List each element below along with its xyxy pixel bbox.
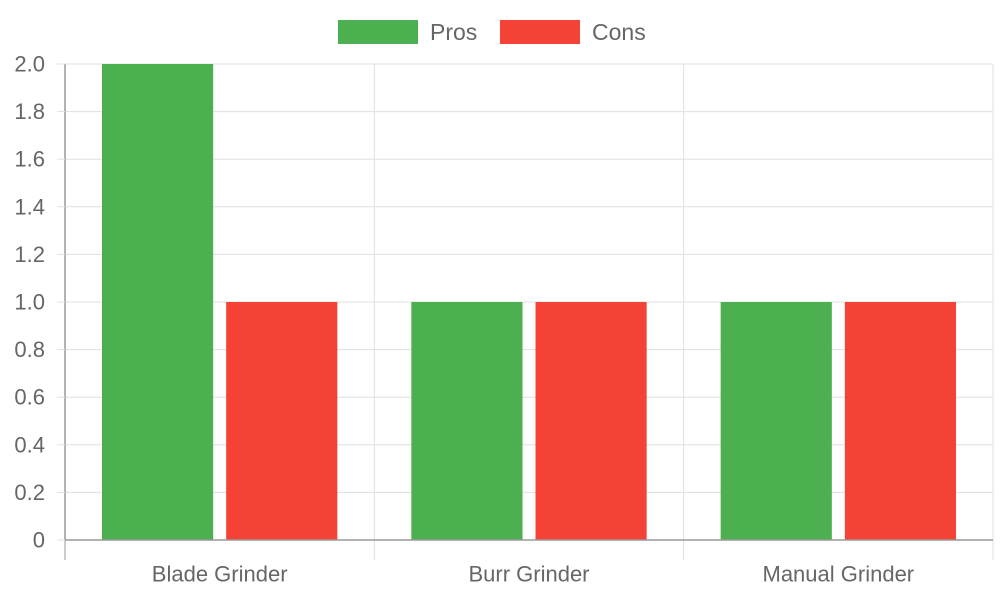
bar-cons-manual-grinder[interactable]: [844, 302, 956, 540]
y-tick-label: 0.8: [14, 337, 45, 362]
grid-lines: [65, 63, 994, 540]
y-tick-label: 0: [33, 528, 45, 553]
legend-swatch: [500, 20, 580, 44]
y-tick-label: 1.6: [14, 147, 45, 172]
y-tick-label: 2.0: [14, 52, 45, 77]
bar-cons-burr-grinder[interactable]: [535, 302, 647, 540]
legend-swatch: [338, 20, 418, 44]
legend-label: Pros: [430, 19, 477, 45]
y-tick-label: 1.4: [14, 194, 45, 219]
bar-pros-blade-grinder[interactable]: [102, 64, 214, 540]
y-tick-label: 0.4: [14, 432, 45, 457]
x-category-label: Manual Grinder: [763, 562, 915, 587]
x-axis-labels: Blade Grinder Burr Grinder Manual Grinder: [152, 562, 914, 587]
y-tick-label: 1.8: [14, 99, 45, 124]
y-tick-label: 1.2: [14, 242, 45, 267]
x-category-label: Burr Grinder: [468, 562, 589, 587]
legend-item-pros[interactable]: Pros: [338, 19, 477, 45]
y-axis-ticks: 0 0.2 0.4 0.6 0.8 1.0 1.2 1.4 1.6 1.8 2.0: [14, 52, 65, 553]
x-category-label: Blade Grinder: [152, 562, 288, 587]
bar-pros-burr-grinder[interactable]: [411, 302, 523, 540]
bar-cons-blade-grinder[interactable]: [226, 302, 338, 540]
y-tick-label: 1.0: [14, 290, 45, 315]
bars: [102, 64, 956, 540]
legend: Pros Cons: [338, 19, 646, 45]
legend-label: Cons: [592, 19, 646, 45]
y-tick-label: 0.2: [14, 480, 45, 505]
bar-pros-manual-grinder[interactable]: [720, 302, 832, 540]
y-tick-label: 0.6: [14, 385, 45, 410]
legend-item-cons[interactable]: Cons: [500, 19, 646, 45]
